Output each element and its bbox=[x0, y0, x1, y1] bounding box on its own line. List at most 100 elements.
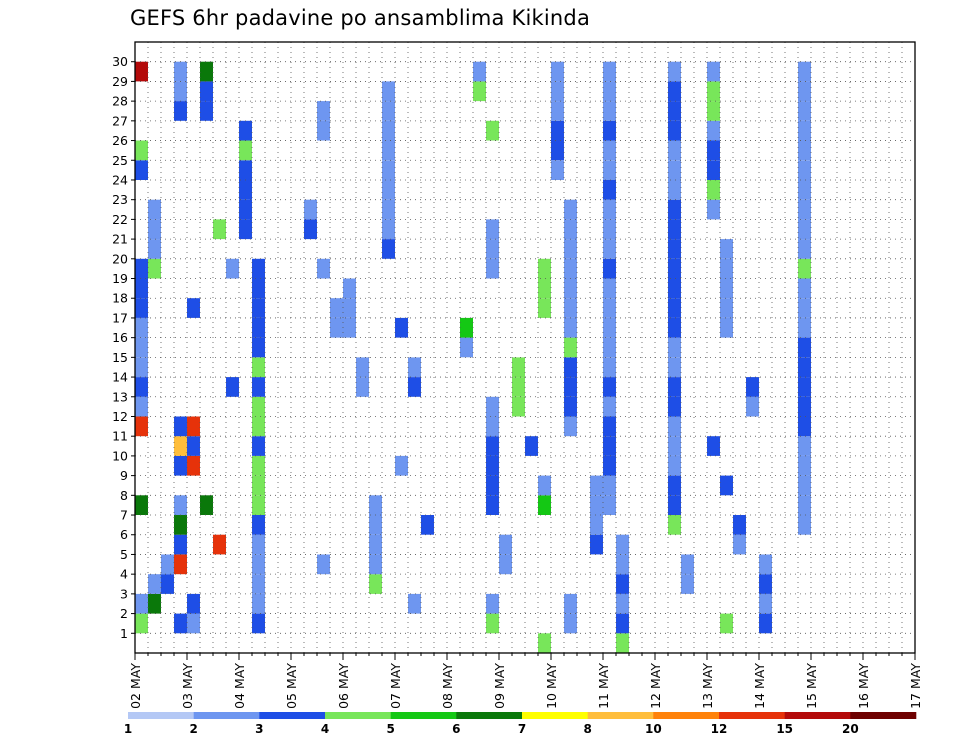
heatmap-cell bbox=[239, 140, 252, 161]
heatmap-cell bbox=[538, 298, 551, 318]
y-tick-label: 17 bbox=[112, 310, 128, 325]
heatmap-cell bbox=[668, 180, 681, 200]
heatmap-cell bbox=[200, 61, 213, 82]
heatmap-cell bbox=[304, 219, 317, 240]
heatmap-cell bbox=[720, 239, 733, 259]
heatmap-cell bbox=[135, 278, 148, 299]
heatmap-cell bbox=[720, 317, 733, 338]
heatmap-cell bbox=[187, 613, 200, 634]
y-tick-label: 13 bbox=[112, 389, 128, 404]
heatmap-cell bbox=[148, 199, 161, 220]
heatmap-cell bbox=[135, 258, 148, 279]
heatmap-cell bbox=[135, 396, 148, 417]
heatmap-cell bbox=[707, 61, 720, 82]
heatmap-cell bbox=[551, 120, 564, 141]
colorbar-swatch bbox=[259, 712, 326, 719]
heatmap-cell bbox=[395, 455, 408, 476]
heatmap-cell bbox=[668, 377, 681, 397]
heatmap-cell bbox=[343, 278, 356, 299]
heatmap-cell bbox=[486, 593, 499, 614]
heatmap-cell bbox=[668, 416, 681, 437]
heatmap-cell bbox=[564, 317, 577, 338]
y-tick-label: 16 bbox=[112, 330, 128, 345]
heatmap-cell bbox=[369, 534, 382, 555]
heatmap-cell bbox=[603, 396, 616, 417]
y-tick-label: 12 bbox=[112, 409, 128, 424]
heatmap-cell bbox=[343, 317, 356, 338]
colorbar-label: 6 bbox=[452, 722, 460, 736]
heatmap-cell bbox=[798, 160, 811, 180]
colorbar-label: 1 bbox=[124, 722, 132, 736]
heatmap-cell bbox=[408, 377, 421, 397]
heatmap-cell bbox=[226, 258, 239, 279]
heatmap-cell bbox=[200, 495, 213, 515]
y-tick-label: 25 bbox=[112, 153, 128, 168]
heatmap-cell bbox=[551, 61, 564, 82]
colorbar-swatch bbox=[784, 712, 851, 719]
heatmap-cell bbox=[382, 199, 395, 220]
y-tick-label: 24 bbox=[112, 172, 128, 187]
heatmap-cell bbox=[473, 81, 486, 102]
heatmap-cell bbox=[668, 495, 681, 515]
y-tick-label: 23 bbox=[112, 192, 128, 207]
y-tick-label: 28 bbox=[112, 94, 128, 109]
heatmap-cell bbox=[486, 475, 499, 496]
heatmap-cell bbox=[798, 219, 811, 240]
heatmap-cell bbox=[603, 416, 616, 437]
heatmap-cell bbox=[603, 81, 616, 102]
heatmap-cell bbox=[564, 613, 577, 634]
heatmap-cell bbox=[213, 219, 226, 240]
heatmap-cell bbox=[707, 81, 720, 102]
heatmap-cell bbox=[564, 337, 577, 358]
heatmap-cell bbox=[551, 160, 564, 180]
heatmap-cell bbox=[668, 436, 681, 456]
heatmap-cell bbox=[798, 317, 811, 338]
heatmap-cell bbox=[798, 61, 811, 82]
heatmap-cell bbox=[382, 101, 395, 121]
heatmap-cell bbox=[798, 81, 811, 102]
colorbar-label: 5 bbox=[386, 722, 394, 736]
y-tick-label: 7 bbox=[120, 508, 128, 523]
heatmap-cell bbox=[382, 81, 395, 102]
heatmap-cell bbox=[668, 278, 681, 299]
heatmap-cell bbox=[538, 633, 551, 653]
heatmap-cell bbox=[135, 416, 148, 437]
heatmap-cell bbox=[187, 593, 200, 614]
heatmap-cell bbox=[486, 258, 499, 279]
heatmap-cell bbox=[616, 574, 629, 594]
colorbar-label: 20 bbox=[842, 722, 859, 736]
heatmap-cell bbox=[603, 258, 616, 279]
heatmap-cell bbox=[668, 120, 681, 141]
heatmap-cell bbox=[317, 258, 330, 279]
heatmap-cell bbox=[252, 593, 265, 614]
heatmap-cell bbox=[551, 81, 564, 102]
heatmap-cell bbox=[668, 396, 681, 417]
y-tick-label: 21 bbox=[112, 232, 128, 247]
heatmap-cell bbox=[603, 495, 616, 515]
heatmap-cell bbox=[603, 199, 616, 220]
heatmap-cell bbox=[174, 534, 187, 555]
heatmap-cell bbox=[564, 239, 577, 259]
heatmap-cell bbox=[798, 101, 811, 121]
heatmap-cell bbox=[798, 436, 811, 456]
heatmap-cell bbox=[174, 101, 187, 121]
heatmap-cell bbox=[174, 61, 187, 82]
y-tick-label: 10 bbox=[112, 448, 128, 463]
heatmap-cell bbox=[395, 317, 408, 338]
heatmap-cell bbox=[707, 101, 720, 121]
x-tick-label: 02 MAY bbox=[128, 663, 143, 709]
heatmap-cell bbox=[564, 357, 577, 378]
heatmap-cell bbox=[668, 81, 681, 102]
heatmap-cell bbox=[369, 495, 382, 515]
y-tick-label: 9 bbox=[120, 468, 128, 483]
heatmap-cell bbox=[681, 554, 694, 575]
heatmap-cell bbox=[590, 475, 603, 496]
heatmap-cell bbox=[720, 298, 733, 318]
heatmap-cell bbox=[239, 160, 252, 180]
heatmap-cell bbox=[616, 613, 629, 634]
heatmap-cell bbox=[668, 258, 681, 279]
x-tick-label: 05 MAY bbox=[284, 663, 299, 709]
x-tick-label: 10 MAY bbox=[544, 663, 559, 709]
heatmap-cell bbox=[798, 120, 811, 141]
heatmap-cell bbox=[252, 534, 265, 555]
